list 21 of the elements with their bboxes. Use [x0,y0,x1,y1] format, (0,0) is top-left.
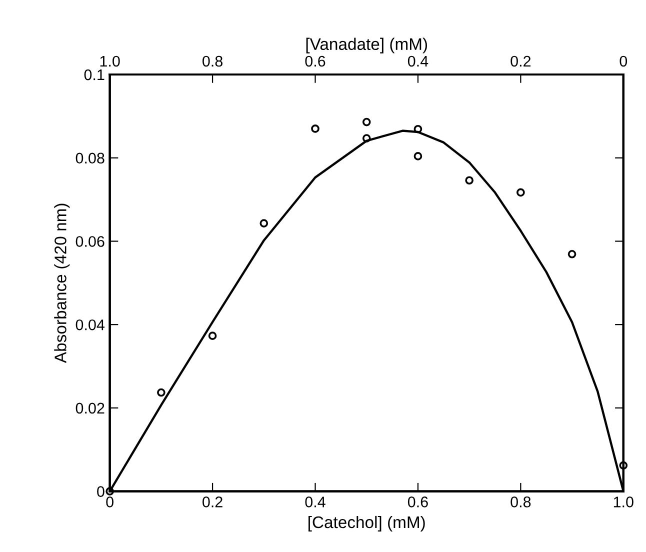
x-tick-label: 1.0 [614,496,634,508]
x-tick-label: 0.8 [510,496,531,508]
y-axis-title: Absorbance (420 nm) [54,204,70,363]
x-axis-title: [Catechol] (mM) [308,516,425,532]
x2-tick-label: 0.8 [202,56,222,67]
x2-tick-label: 0.6 [305,56,326,67]
x-tick-label: 0.4 [305,496,326,508]
y-tick-label: 0.02 [76,402,104,414]
x-tick-label: 0 [106,496,114,508]
x2-tick-label: 1.0 [100,56,120,67]
x2-axis-title: [Vanadate] (mM) [306,38,428,54]
x2-tick-label: 0.4 [408,56,428,67]
y-tick-label: 0.08 [76,152,104,164]
x-tick-label: 0.2 [202,496,222,508]
x2-tick-label: 0 [620,56,628,67]
y-tick-label: 0.04 [76,319,105,330]
x2-tick-label: 0.2 [510,56,531,67]
y-tick-label: 0.06 [76,236,104,247]
x-tick-label: 0.6 [408,496,428,508]
y-tick-label: 0 [97,486,104,497]
y-tick-label: 0.1 [84,69,104,80]
